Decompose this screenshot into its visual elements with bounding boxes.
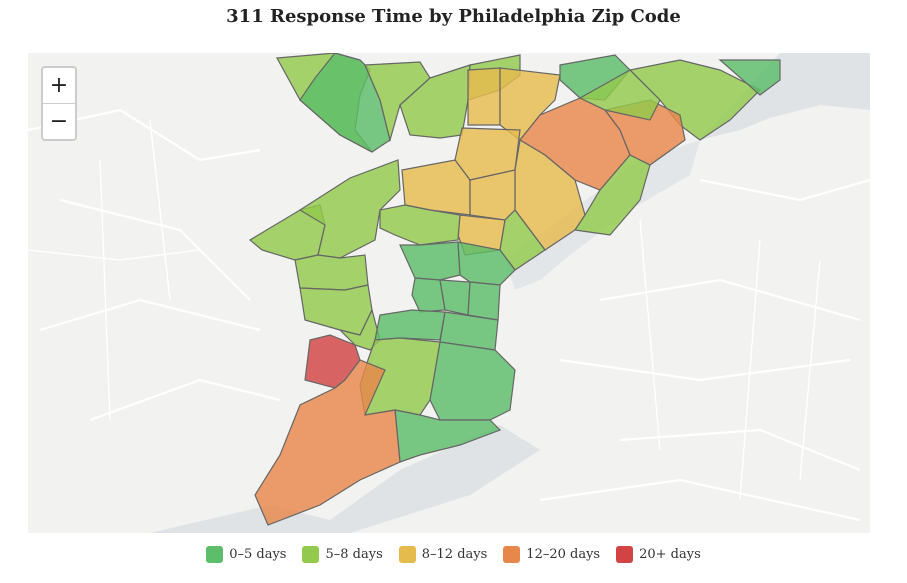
legend-swatch — [616, 546, 634, 563]
legend-label: 12–20 days — [526, 547, 601, 562]
legend-item: 8–12 days — [398, 546, 488, 563]
legend-swatch — [206, 546, 224, 563]
map-title: 311 Response Time by Philadelphia Zip Co… — [226, 6, 681, 27]
map-container[interactable]: + − — [28, 53, 870, 533]
zip-region[interactable] — [467, 281, 501, 321]
zoom-control: + − — [41, 66, 77, 141]
zip-region[interactable] — [573, 154, 651, 236]
delaware-river — [700, 53, 870, 140]
legend-label: 5–8 days — [325, 547, 383, 562]
zip-region[interactable] — [298, 159, 401, 259]
legend-item: 0–5 days — [206, 546, 286, 563]
legend-item: 12–20 days — [503, 546, 600, 563]
legend-label: 8–12 days — [421, 547, 488, 562]
legend-swatch — [302, 546, 320, 563]
legend-item: 5–8 days — [302, 546, 383, 563]
zip-region[interactable] — [429, 341, 516, 421]
zip-region[interactable] — [374, 309, 446, 341]
zip-region[interactable] — [394, 409, 502, 463]
basemap[interactable] — [28, 53, 870, 533]
streets — [28, 108, 870, 522]
zip-region[interactable] — [254, 359, 401, 526]
legend: 0–5 days 5–8 days 8–12 days 12–20 days 2… — [0, 546, 907, 563]
river-south — [150, 425, 540, 533]
legend-label: 0–5 days — [229, 547, 287, 562]
legend-swatch — [503, 546, 521, 563]
zip-region[interactable] — [578, 69, 661, 121]
legend-label: 20+ days — [639, 547, 701, 562]
zip-region[interactable] — [439, 279, 471, 316]
zip-region[interactable] — [379, 204, 461, 246]
zoom-in-button[interactable]: + — [49, 73, 69, 98]
zip-region[interactable] — [718, 59, 781, 96]
streets-minor — [28, 119, 821, 501]
zip-region[interactable] — [467, 67, 501, 126]
zip-region[interactable] — [294, 254, 369, 291]
legend-item: 20+ days — [616, 546, 701, 563]
legend-swatch — [398, 546, 416, 563]
zoom-out-button[interactable]: − — [43, 103, 75, 139]
